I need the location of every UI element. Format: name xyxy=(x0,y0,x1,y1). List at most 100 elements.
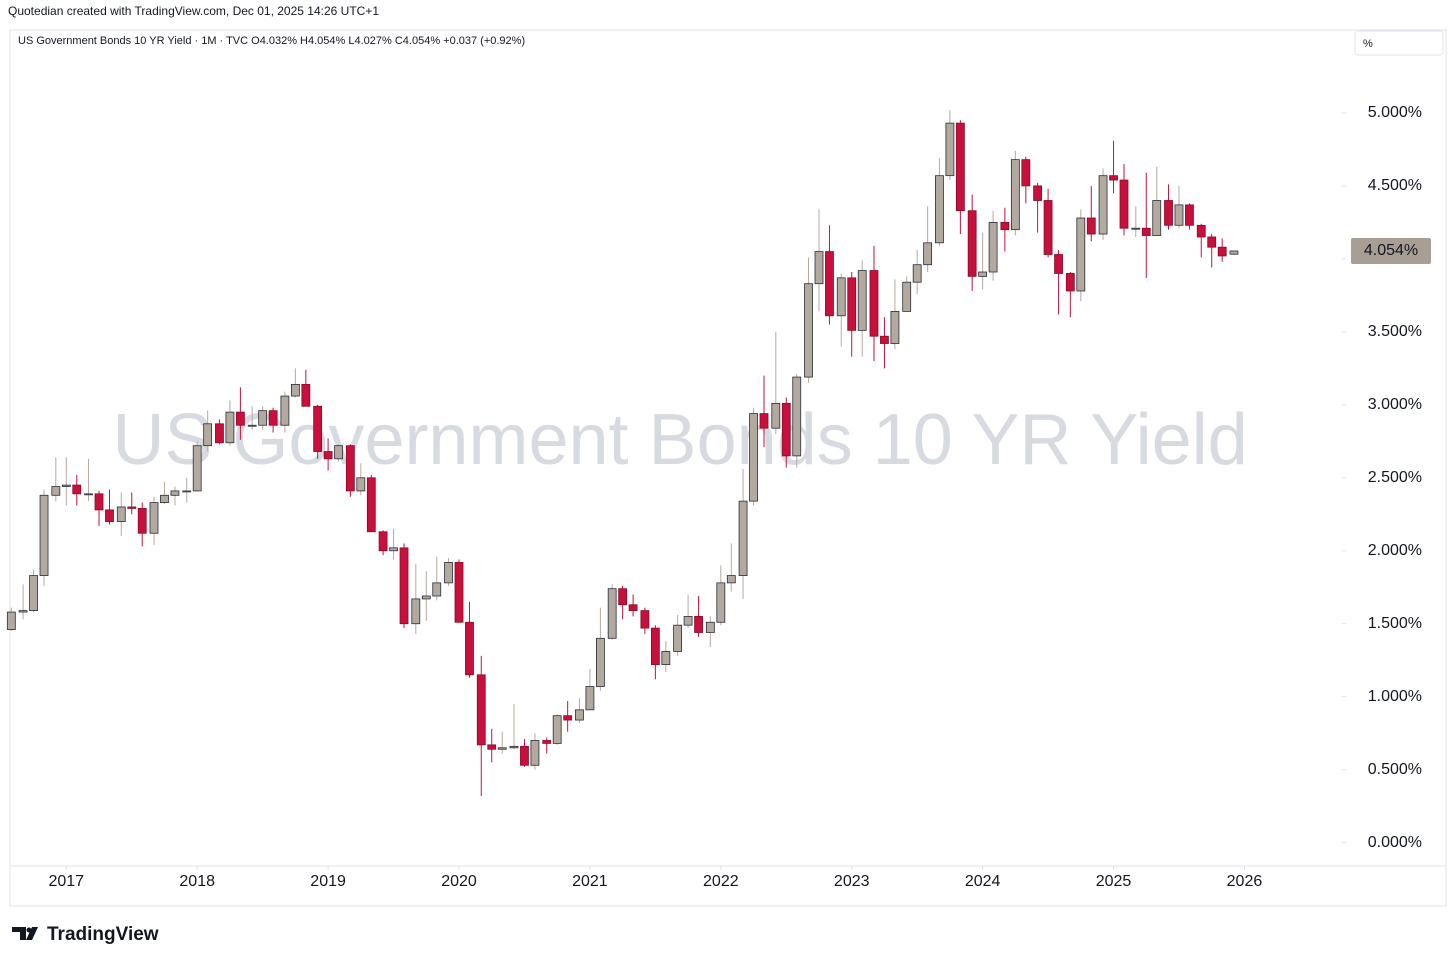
candle-down xyxy=(825,251,834,317)
candle-up xyxy=(170,490,180,496)
candle-down xyxy=(137,508,147,534)
candle-up xyxy=(902,281,912,312)
candle-down xyxy=(72,484,82,495)
candle-up xyxy=(935,175,944,244)
y-tick-label: 1.500% xyxy=(1368,615,1422,632)
candle-up xyxy=(192,445,202,492)
candle-down xyxy=(640,610,650,629)
unit-label: % xyxy=(1363,38,1373,50)
candle-up xyxy=(978,271,988,277)
candle-down xyxy=(366,477,376,533)
candle-up xyxy=(497,747,507,750)
candle-up xyxy=(18,610,28,613)
candle-down xyxy=(465,621,474,676)
candle-up xyxy=(804,283,813,378)
candle-up xyxy=(661,651,671,665)
candle-up xyxy=(258,410,268,426)
candle-up xyxy=(444,562,453,584)
candle-down xyxy=(1217,246,1227,257)
candle-down xyxy=(235,411,245,426)
candle-down xyxy=(215,423,224,444)
candle-down xyxy=(880,335,889,344)
candle-down xyxy=(1021,159,1031,187)
candle-down xyxy=(1119,179,1129,229)
x-tick-label: 2018 xyxy=(179,873,215,890)
candle-up xyxy=(585,686,595,711)
y-tick-label: 2.000% xyxy=(1368,542,1422,559)
candle-up xyxy=(836,277,846,317)
candle-down xyxy=(759,413,769,429)
candle-up xyxy=(51,486,61,496)
last-price-label: 4.054% xyxy=(1364,242,1418,259)
candle-up xyxy=(792,376,802,457)
candle-up xyxy=(247,424,257,427)
candle-up xyxy=(421,595,431,600)
candle-down xyxy=(781,402,791,457)
x-tick-label: 2017 xyxy=(48,873,84,890)
candle-up xyxy=(29,575,38,611)
candle-up xyxy=(1152,200,1162,236)
candle-up xyxy=(432,582,442,597)
x-tick-label: 2022 xyxy=(703,873,739,890)
candle-down xyxy=(313,405,323,452)
x-tick-label: 2026 xyxy=(1227,873,1263,890)
candle-up xyxy=(182,490,192,493)
candle-down xyxy=(520,745,529,766)
candle-up xyxy=(149,502,159,534)
legend: US Government Bonds 10 YR Yield · 1M · T… xyxy=(18,35,525,47)
candle-up xyxy=(1174,204,1184,226)
brand: TradingView xyxy=(47,924,159,945)
y-tick-label: 0.000% xyxy=(1368,834,1422,851)
unit-box[interactable] xyxy=(1354,30,1444,56)
candle-down xyxy=(1109,175,1118,181)
candle-down xyxy=(476,674,486,746)
candle-down xyxy=(127,506,137,509)
candle-up xyxy=(1076,217,1086,292)
candle-up xyxy=(116,506,126,522)
candle-down xyxy=(650,627,660,665)
candle-down xyxy=(563,715,573,721)
candle-up xyxy=(509,745,519,749)
candle-up xyxy=(1131,227,1141,230)
candle-up xyxy=(61,484,71,487)
y-tick-label: 3.000% xyxy=(1368,396,1422,413)
candle-down xyxy=(1000,221,1010,231)
candle-down xyxy=(301,383,311,407)
y-tick-label: 5.000% xyxy=(1368,104,1422,121)
candle-up xyxy=(738,500,748,576)
x-tick-label: 2019 xyxy=(310,873,346,890)
candle-up xyxy=(39,494,49,576)
candle-up xyxy=(912,264,922,283)
candle-up xyxy=(1229,250,1239,255)
candle-down xyxy=(1065,273,1075,292)
candle-down xyxy=(542,740,552,744)
candle-down xyxy=(1164,200,1173,226)
candle-up xyxy=(771,402,781,429)
candle-down xyxy=(399,547,409,625)
candle-up xyxy=(749,413,758,502)
candle-up xyxy=(683,616,693,626)
candle-up xyxy=(923,242,933,266)
y-tick-label: 4.500% xyxy=(1368,177,1422,194)
x-tick-label: 2023 xyxy=(834,873,870,890)
x-tick-label: 2020 xyxy=(441,873,477,890)
candle-down xyxy=(1043,200,1053,255)
candle-up xyxy=(1098,175,1108,235)
candle-down xyxy=(323,451,333,460)
candle-up xyxy=(411,598,421,625)
candle-down xyxy=(1207,236,1217,248)
candle-down xyxy=(105,509,114,522)
x-tick-label: 2025 xyxy=(1096,873,1132,890)
candle-down xyxy=(1196,224,1206,238)
brand-logo xyxy=(12,927,38,940)
x-tick-label: 2024 xyxy=(965,873,1001,890)
candle-down xyxy=(967,210,977,277)
candle-down xyxy=(694,616,703,633)
candle-up xyxy=(814,251,824,285)
candle-down xyxy=(1185,204,1194,226)
candle-down xyxy=(1033,185,1043,201)
candle-down xyxy=(618,588,628,606)
candle-up xyxy=(356,477,366,492)
candle-up xyxy=(945,122,955,177)
